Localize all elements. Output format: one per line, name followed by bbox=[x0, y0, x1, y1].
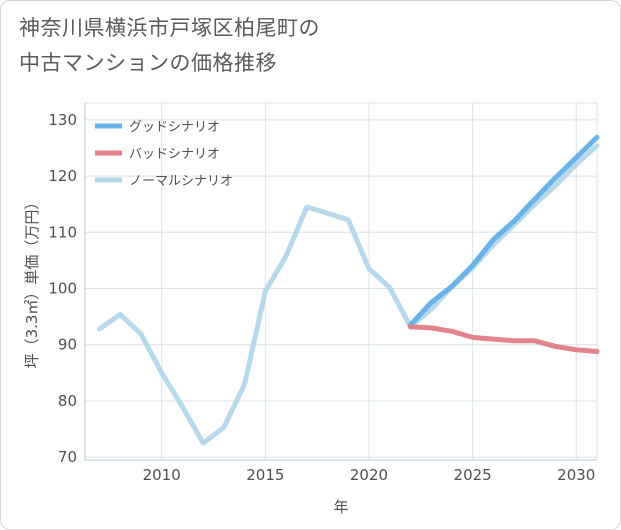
chart-title-line-2: 中古マンションの価格推移 bbox=[19, 51, 277, 75]
x-tick-label: 2015 bbox=[246, 466, 284, 484]
y-tick-label: 130 bbox=[48, 111, 77, 129]
y-tick-label: 100 bbox=[48, 280, 77, 298]
series-line-normal bbox=[97, 143, 600, 446]
legend-label-normal: ノーマルシナリオ bbox=[129, 174, 233, 189]
y-axis-title: 坪（3.3㎡）単価（万円） bbox=[23, 195, 41, 369]
legend-label-good: グッドシナリオ bbox=[129, 120, 220, 135]
y-tick-label: 70 bbox=[58, 448, 77, 466]
chart-title-line-1: 神奈川県横浜市戸塚区柏尾町の bbox=[19, 16, 320, 40]
y-tick-label: 120 bbox=[48, 167, 77, 185]
legend-label-bad: バッドシナリオ bbox=[129, 147, 220, 162]
x-tick-label: 2030 bbox=[557, 466, 595, 484]
x-tick-label: 2010 bbox=[143, 466, 181, 484]
chart-title: 神奈川県横浜市戸塚区柏尾町の 中古マンションの価格推移 bbox=[19, 11, 320, 81]
series-lines bbox=[97, 134, 600, 446]
x-tick-label: 2025 bbox=[454, 466, 492, 484]
x-axis-title: 年 bbox=[333, 498, 348, 516]
series-line-good bbox=[407, 134, 600, 328]
x-tick-label: 2020 bbox=[350, 466, 388, 484]
y-tick-label: 80 bbox=[58, 392, 77, 410]
series-line-bad bbox=[407, 324, 600, 354]
y-tick-label: 90 bbox=[58, 336, 77, 354]
axes: 70 80 90 100 110 120 130 2010 2015 2020 2025 2030 bbox=[48, 103, 597, 484]
y-tick-label: 110 bbox=[48, 223, 77, 241]
